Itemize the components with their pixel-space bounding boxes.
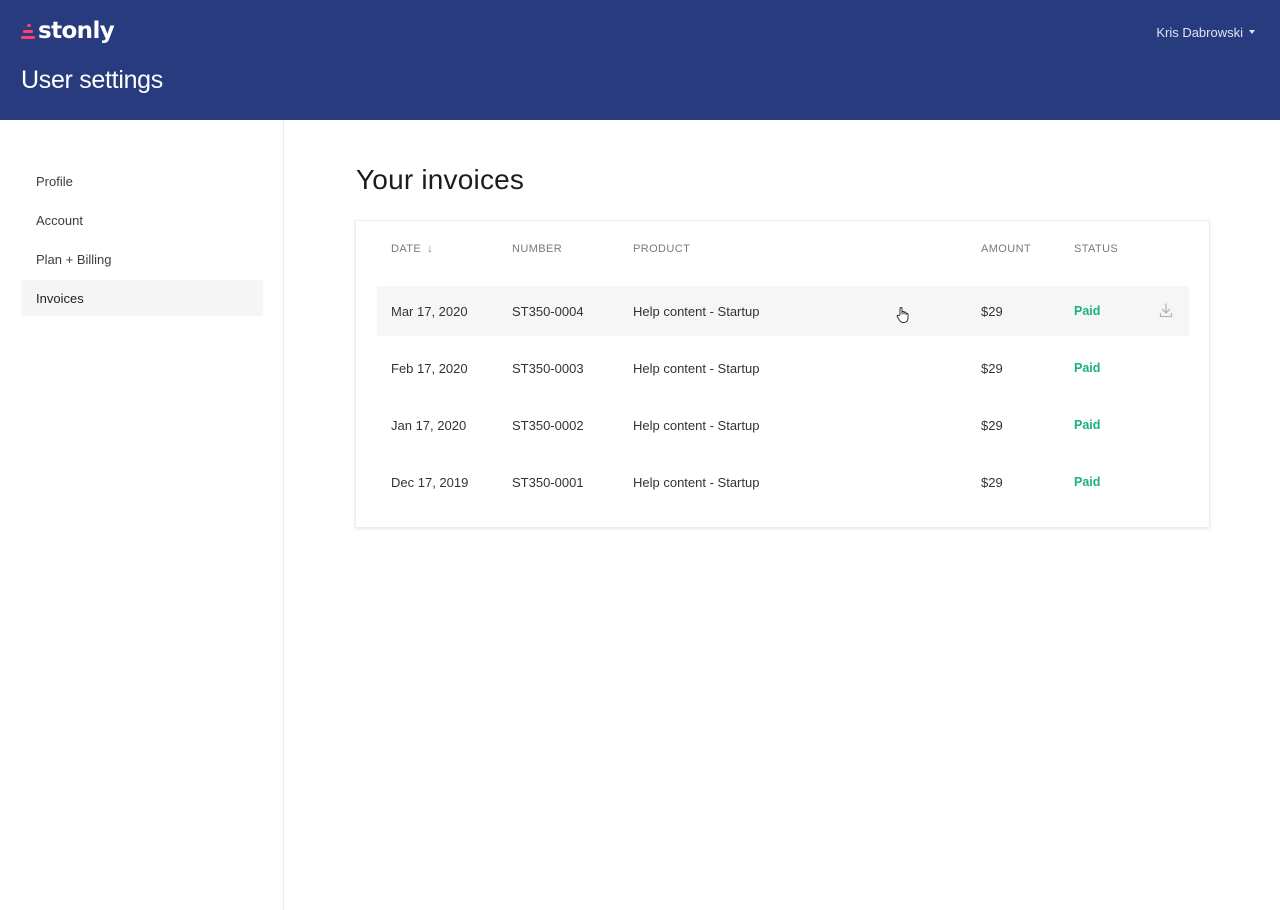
column-header-product: PRODUCT — [633, 243, 690, 255]
sidebar-item-plan-billing[interactable]: Plan + Billing — [21, 241, 263, 277]
invoice-date: Jan 17, 2020 — [391, 417, 467, 433]
column-header-label: PRODUCT — [633, 243, 691, 255]
sidebar-item-account[interactable]: Account — [21, 202, 263, 238]
stonly-logo[interactable]: stonly — [21, 15, 115, 47]
invoice-amount: $29 — [981, 303, 1003, 319]
arrow-down-icon: ↓ — [427, 243, 434, 255]
sidebar-item-label: Profile — [36, 173, 73, 189]
invoice-date: Mar 17, 2020 — [391, 303, 468, 319]
invoice-product: Help content - Startup — [633, 360, 760, 376]
invoice-product: Help content - Startup — [633, 474, 760, 490]
column-header-amount: AMOUNT — [981, 243, 1031, 255]
invoice-number: ST350-0004 — [512, 303, 584, 319]
invoice-status: Paid — [1074, 361, 1101, 375]
invoices-table: DATE ↓ NUMBER PRODUCT AMOUNT STATUS Mar … — [355, 220, 1210, 528]
invoice-status: Paid — [1074, 418, 1101, 432]
invoice-amount: $29 — [981, 474, 1003, 490]
invoice-product: Help content - Startup — [633, 417, 760, 433]
logo-text: stonly — [38, 18, 115, 44]
column-header-date[interactable]: DATE ↓ — [391, 243, 433, 255]
invoice-number: ST350-0001 — [512, 474, 584, 490]
invoice-status: Paid — [1074, 475, 1101, 489]
invoice-status: Paid — [1074, 304, 1101, 318]
invoice-date: Dec 17, 2019 — [391, 474, 469, 490]
page-title: User settings — [21, 66, 163, 94]
sidebar-item-label: Invoices — [36, 290, 84, 306]
invoice-amount: $29 — [981, 360, 1003, 376]
invoice-date: Feb 17, 2020 — [391, 360, 468, 376]
column-header-status: STATUS — [1074, 243, 1118, 255]
invoice-number: ST350-0003 — [512, 360, 584, 376]
header: stonly User settings Kris Dabrowski — [0, 0, 1280, 120]
column-header-number: NUMBER — [512, 243, 562, 255]
invoice-product: Help content - Startup — [633, 303, 760, 319]
user-menu[interactable]: Kris Dabrowski — [1156, 23, 1255, 41]
column-header-label: STATUS — [1074, 243, 1119, 255]
sidebar-item-label: Account — [36, 212, 83, 228]
column-header-label: NUMBER — [512, 243, 563, 255]
sidebar: Profile Account Plan + Billing Invoices — [0, 120, 284, 910]
column-header-label: DATE — [391, 243, 422, 255]
download-icon[interactable] — [1159, 303, 1173, 319]
caret-down-icon — [1249, 30, 1255, 34]
sidebar-item-profile[interactable]: Profile — [21, 163, 263, 199]
sidebar-item-label: Plan + Billing — [36, 251, 112, 267]
column-header-label: AMOUNT — [981, 243, 1032, 255]
hand-pointer-cursor-icon — [896, 307, 909, 323]
invoice-number: ST350-0002 — [512, 417, 584, 433]
table-row[interactable]: Mar 17, 2020 ST350-0004 Help content - S… — [377, 286, 1189, 336]
sidebar-item-invoices[interactable]: Invoices — [21, 280, 263, 316]
invoices-heading: Your invoices — [356, 164, 525, 195]
user-name: Kris Dabrowski — [1156, 24, 1243, 40]
table-row[interactable]: Dec 17, 2019 ST350-0001 Help content - S… — [377, 457, 1189, 507]
invoice-amount: $29 — [981, 417, 1003, 433]
table-row[interactable]: Feb 17, 2020 ST350-0003 Help content - S… — [377, 343, 1189, 393]
table-row[interactable]: Jan 17, 2020 ST350-0002 Help content - S… — [377, 400, 1189, 450]
stonly-logo-icon — [21, 22, 37, 40]
